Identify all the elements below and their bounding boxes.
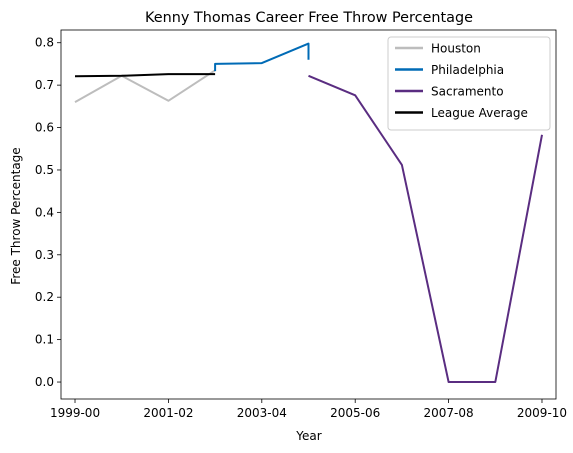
y-tick-label: 0.2 bbox=[35, 290, 54, 304]
y-tick-label: 0.0 bbox=[35, 375, 54, 389]
y-tick-label: 0.7 bbox=[35, 78, 54, 92]
y-tick-label: 0.3 bbox=[35, 248, 54, 262]
legend-label: Houston bbox=[431, 42, 481, 56]
series-line-league-average bbox=[74, 73, 216, 78]
x-tick-label: 2005-06 bbox=[330, 406, 380, 420]
y-tick-label: 0.6 bbox=[35, 121, 54, 135]
y-tick-label: 0.8 bbox=[35, 36, 54, 50]
y-tick-label: 0.4 bbox=[35, 205, 54, 219]
y-tick-label: 0.5 bbox=[35, 163, 54, 177]
chart-title: Kenny Thomas Career Free Throw Percentag… bbox=[145, 10, 473, 26]
x-axis: 1999-00 2001-02 2003-04 2005-06 2007-08 2009-… bbox=[50, 399, 567, 420]
series-line-sacramento bbox=[308, 74, 543, 383]
x-axis-title: Year bbox=[295, 429, 321, 443]
series-line-philadelphia bbox=[214, 42, 310, 72]
x-tick-label: 2003-04 bbox=[237, 406, 287, 420]
x-tick-label: 1999-00 bbox=[50, 406, 100, 420]
y-axis: 0.0 0.1 0.2 0.3 0.4 0.5 0.6 0.7 0.8 bbox=[35, 36, 61, 389]
legend-frame bbox=[387, 36, 551, 131]
x-tick-label: 2009-10 bbox=[517, 406, 567, 420]
x-tick-label: 2001-02 bbox=[143, 406, 193, 420]
y-axis-title: Free Throw Percentage bbox=[9, 147, 23, 284]
series-line-houston bbox=[74, 69, 216, 103]
legend-label: Sacramento bbox=[431, 85, 504, 99]
y-tick-label: 0.1 bbox=[35, 333, 54, 347]
x-tick-label: 2007-08 bbox=[424, 406, 474, 420]
legend: Houston Philadelphia Sacramento League Aver… bbox=[387, 36, 551, 131]
plot-lines bbox=[74, 42, 543, 383]
legend-label: Philadelphia bbox=[431, 63, 504, 77]
plot-frame bbox=[60, 29, 557, 400]
legend-label: League Average bbox=[431, 106, 528, 120]
